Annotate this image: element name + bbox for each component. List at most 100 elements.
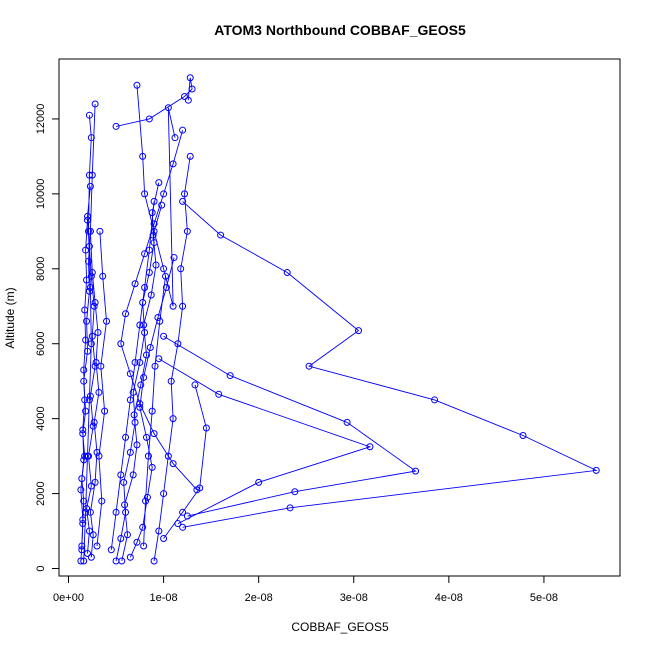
- data-point: [145, 246, 153, 254]
- data-point: [80, 366, 88, 374]
- series-line: [116, 77, 193, 127]
- data-point: [142, 433, 150, 441]
- data-point: [145, 115, 153, 123]
- data-point: [103, 317, 111, 325]
- data-point: [88, 332, 96, 340]
- data-point: [112, 508, 120, 516]
- data-point: [160, 190, 168, 198]
- data-point: [81, 306, 89, 314]
- data-point: [117, 471, 125, 479]
- x-tick-label: 2e-08: [245, 592, 273, 604]
- data-point: [93, 542, 101, 550]
- data-point: [184, 96, 192, 104]
- data-point: [143, 493, 151, 501]
- data-point: [144, 452, 152, 460]
- data-point: [140, 321, 148, 329]
- data-point: [174, 340, 182, 348]
- data-point: [366, 443, 374, 451]
- data-point: [186, 152, 194, 160]
- x-tick-label: 1e-08: [150, 592, 178, 604]
- data-point: [179, 302, 187, 310]
- data-point: [95, 452, 103, 460]
- data-point: [84, 550, 92, 558]
- series-7: [150, 152, 194, 565]
- data-point: [592, 466, 600, 474]
- data-point: [141, 284, 149, 292]
- data-point: [519, 432, 527, 440]
- series-3: [86, 100, 103, 561]
- data-point: [84, 216, 92, 224]
- data-point: [89, 422, 97, 430]
- data-point: [107, 546, 115, 554]
- data-point: [93, 448, 101, 456]
- data-point: [126, 448, 134, 456]
- data-point: [142, 497, 150, 505]
- y-tick-label: 10000: [35, 179, 47, 210]
- data-point: [160, 535, 168, 543]
- data-point: [147, 291, 155, 299]
- data-point: [133, 538, 141, 546]
- series-line: [86, 186, 96, 554]
- data-point: [148, 407, 156, 415]
- data-point: [255, 478, 263, 486]
- data-point: [91, 478, 99, 486]
- data-point: [151, 362, 159, 370]
- data-point: [87, 272, 95, 280]
- data-point: [181, 190, 189, 198]
- data-point: [81, 396, 89, 404]
- data-point: [90, 418, 98, 426]
- data-point: [130, 411, 138, 419]
- data-point: [126, 396, 134, 404]
- data-point: [181, 92, 189, 100]
- data-point: [92, 358, 100, 366]
- series-11: [133, 81, 179, 310]
- data-point: [202, 424, 210, 432]
- data-point: [164, 452, 172, 460]
- data-point: [118, 557, 126, 565]
- data-point: [101, 407, 109, 415]
- data-point: [215, 390, 223, 398]
- data-point: [90, 302, 98, 310]
- series-line: [120, 130, 198, 491]
- data-point: [84, 452, 92, 460]
- data-point: [83, 276, 91, 284]
- data-point: [217, 231, 225, 239]
- series-19: [140, 272, 169, 550]
- data-point: [141, 250, 149, 258]
- data-point: [83, 317, 91, 325]
- data-point: [140, 542, 148, 550]
- data-point: [80, 557, 88, 565]
- data-point: [146, 343, 154, 351]
- data-point: [91, 299, 99, 307]
- data-point: [82, 246, 90, 254]
- series-16: [126, 254, 178, 561]
- y-axis: 0 2000 4000 6000 8000 10000 12000: [35, 104, 60, 572]
- data-point: [164, 104, 172, 112]
- data-point: [131, 358, 139, 366]
- series-13: [160, 332, 420, 520]
- data-point: [78, 546, 86, 554]
- data-point: [161, 272, 169, 280]
- data-point: [162, 284, 170, 292]
- data-point: [186, 74, 194, 82]
- data-point: [123, 531, 131, 539]
- data-point: [226, 372, 234, 380]
- data-point: [86, 392, 94, 400]
- y-tick-label: 12000: [35, 104, 47, 135]
- data-point: [82, 336, 90, 344]
- data-point: [139, 523, 147, 531]
- data-point: [117, 535, 125, 543]
- data-point: [136, 358, 144, 366]
- data-point: [86, 284, 94, 292]
- data-point: [126, 553, 134, 561]
- data-point: [87, 340, 95, 348]
- data-point: [79, 516, 87, 524]
- data-point: [283, 269, 291, 277]
- y-tick-label: 0: [35, 565, 47, 571]
- y-tick-label: 6000: [35, 331, 47, 355]
- data-point: [142, 351, 150, 359]
- x-tick-label: 5e-08: [530, 592, 558, 604]
- data-point: [80, 497, 88, 505]
- data-point: [79, 426, 87, 434]
